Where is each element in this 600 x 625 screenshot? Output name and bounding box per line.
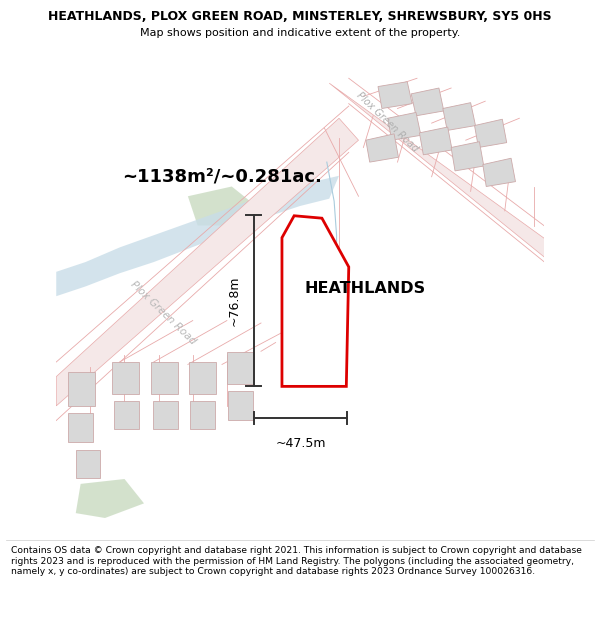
Polygon shape (68, 413, 93, 442)
Polygon shape (411, 88, 444, 116)
Polygon shape (451, 142, 484, 171)
Text: Plox Green Road: Plox Green Road (129, 279, 198, 347)
Polygon shape (443, 102, 476, 131)
Polygon shape (229, 391, 253, 419)
Polygon shape (475, 119, 506, 148)
Polygon shape (76, 450, 100, 478)
Polygon shape (112, 362, 139, 394)
Polygon shape (151, 362, 178, 394)
Polygon shape (76, 479, 144, 518)
Polygon shape (188, 186, 256, 226)
Polygon shape (56, 118, 359, 406)
Polygon shape (419, 127, 452, 155)
Polygon shape (483, 158, 515, 186)
Text: ~76.8m: ~76.8m (227, 276, 241, 326)
Text: HEATHLANDS, PLOX GREEN ROAD, MINSTERLEY, SHREWSBURY, SY5 0HS: HEATHLANDS, PLOX GREEN ROAD, MINSTERLEY,… (48, 10, 552, 23)
Polygon shape (329, 83, 554, 264)
Text: HEATHLANDS: HEATHLANDS (305, 281, 426, 296)
Text: ~1138m²/~0.281ac.: ~1138m²/~0.281ac. (122, 168, 322, 186)
Polygon shape (189, 362, 216, 394)
Text: Contains OS data © Crown copyright and database right 2021. This information is : Contains OS data © Crown copyright and d… (11, 546, 581, 576)
Polygon shape (190, 401, 215, 429)
Polygon shape (68, 372, 95, 406)
Text: Plox Green Road: Plox Green Road (355, 91, 421, 154)
Polygon shape (227, 352, 254, 384)
Polygon shape (388, 112, 421, 140)
Polygon shape (114, 401, 139, 429)
Text: Map shows position and indicative extent of the property.: Map shows position and indicative extent… (140, 28, 460, 38)
Polygon shape (153, 401, 178, 429)
Text: ~47.5m: ~47.5m (275, 437, 326, 449)
Polygon shape (282, 216, 349, 386)
Polygon shape (378, 82, 412, 109)
Polygon shape (366, 134, 398, 162)
Polygon shape (56, 176, 339, 296)
